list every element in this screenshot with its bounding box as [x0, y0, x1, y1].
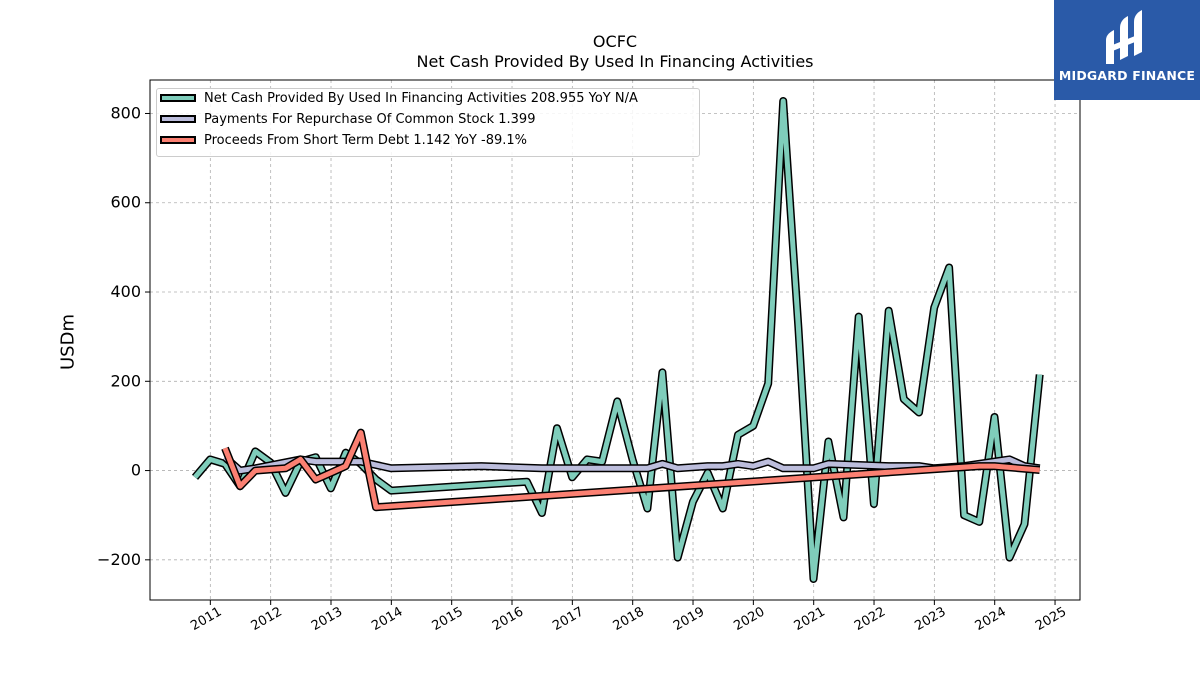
legend-label-repurchase: Payments For Repurchase Of Common Stock … — [204, 112, 536, 127]
legend-swatch-repurchase — [160, 115, 196, 123]
series-outline-0 — [191, 97, 1044, 583]
plot-frame — [149, 79, 1081, 601]
legend-label-short-term-debt: Proceeds From Short Term Debt 1.142 YoY … — [204, 133, 527, 148]
brand-logo: MIDGARD FINANCE — [1054, 0, 1200, 100]
y-tick-label: 800 — [110, 103, 141, 122]
x-tick-label: 2024 — [973, 604, 1009, 634]
y-tick-label: 600 — [110, 193, 141, 212]
x-tick-label: 2017 — [550, 604, 586, 634]
x-tick-label: 2022 — [852, 604, 888, 634]
series-line-0 — [193, 98, 1043, 582]
x-tick-label: 2019 — [671, 604, 707, 634]
logo-mark-icon — [1106, 10, 1142, 64]
x-tick-label: 2013 — [309, 604, 345, 634]
chart-subtitle: Net Cash Provided By Used In Financing A… — [416, 52, 814, 71]
series-line-2 — [222, 430, 1040, 510]
chart-title: OCFC — [592, 32, 638, 51]
x-tick-label: 2021 — [792, 604, 828, 634]
x-tick-label: 2018 — [611, 604, 647, 634]
legend-label-net-cash: Net Cash Provided By Used In Financing A… — [204, 91, 638, 106]
x-tick-label: 2011 — [188, 604, 224, 634]
y-tick-label: 200 — [110, 371, 141, 390]
y-tick-label: −200 — [97, 550, 141, 569]
x-tick-label: 2023 — [912, 604, 948, 634]
x-tick-label: 2014 — [369, 604, 405, 634]
y-axis-label: USDm — [57, 314, 79, 370]
y-tick-label: 0 — [131, 461, 141, 480]
x-tick-label: 2015 — [430, 604, 466, 634]
y-tick-label: 400 — [110, 282, 141, 301]
chart-legend: Net Cash Provided By Used In Financing A… — [156, 88, 700, 157]
x-tick-label: 2020 — [731, 604, 767, 634]
legend-swatch-short-term-debt — [160, 136, 196, 144]
legend-swatch-net-cash — [160, 94, 196, 102]
x-tick-label: 2016 — [490, 604, 526, 634]
x-tick-label: 2012 — [249, 604, 285, 634]
logo-text: MIDGARD FINANCE — [1058, 68, 1196, 83]
x-tick-label: 2025 — [1033, 604, 1069, 634]
